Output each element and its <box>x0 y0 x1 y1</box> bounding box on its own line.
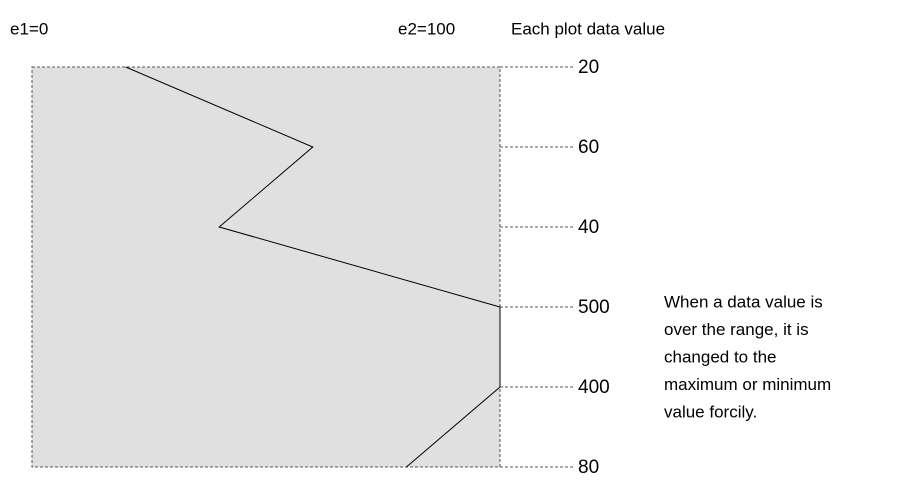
value-label: 80 <box>578 457 599 478</box>
value-label: 500 <box>578 297 610 318</box>
range-max-label: e2=100 <box>398 19 455 38</box>
note-line: When a data value is <box>664 292 823 311</box>
plot-area <box>31 66 501 468</box>
values-heading: Each plot data value <box>511 19 665 38</box>
plot-line <box>125 66 501 468</box>
note-line: value forcily. <box>664 402 757 421</box>
range-min-label: e1=0 <box>10 19 48 38</box>
value-label: 20 <box>578 57 599 78</box>
note-line: over the range, it is <box>664 320 809 339</box>
note-line: changed to the <box>664 347 776 366</box>
value-label: 60 <box>578 137 599 158</box>
value-label: 400 <box>578 377 610 398</box>
note-line: maximum or minimum <box>664 375 831 394</box>
value-label: 40 <box>578 217 599 238</box>
